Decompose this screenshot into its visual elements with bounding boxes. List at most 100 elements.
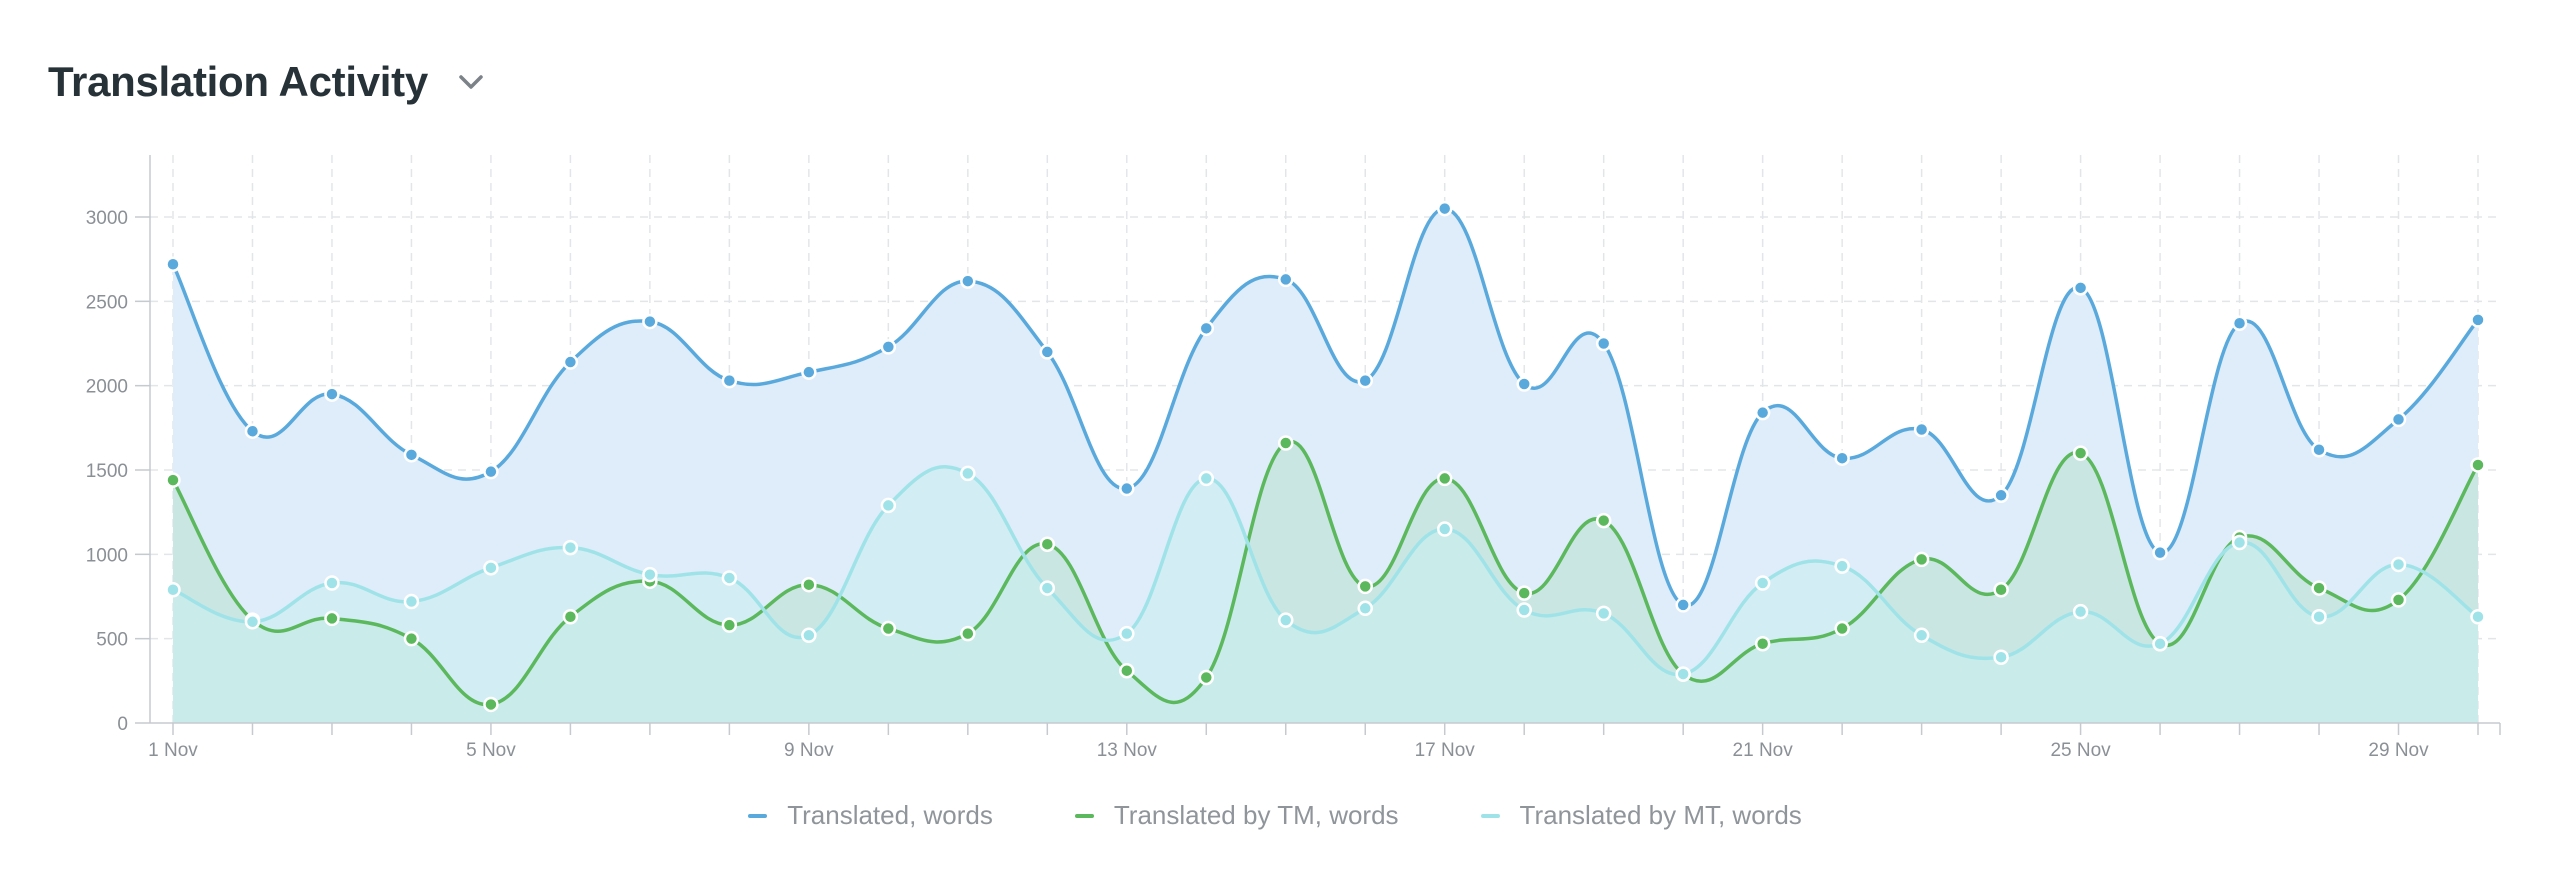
series-3-point[interactable] [960, 465, 976, 482]
series-3-point[interactable] [165, 582, 181, 598]
series-1-point[interactable] [801, 364, 817, 380]
chevron-down-icon[interactable] [456, 72, 486, 92]
series-3-point[interactable] [2470, 608, 2486, 625]
series-1-point[interactable] [244, 423, 261, 439]
series-2-point[interactable] [483, 696, 499, 713]
series-2-point[interactable] [2072, 445, 2089, 461]
series-1-point[interactable] [642, 313, 658, 330]
series-1-point[interactable] [165, 256, 181, 272]
x-tick-label: 9 Nov [784, 740, 834, 761]
series-1-point[interactable] [2470, 312, 2486, 328]
series-3-point[interactable] [1993, 649, 2009, 665]
series-3-point[interactable] [2152, 635, 2168, 652]
series-1-point[interactable] [1595, 335, 1612, 352]
series-1-point[interactable] [1357, 372, 1373, 389]
series-2-point[interactable] [1595, 512, 1612, 529]
series-3-point[interactable] [244, 614, 261, 630]
series-3-point[interactable] [801, 627, 817, 644]
series-1-point[interactable] [2152, 544, 2168, 561]
series-3-point[interactable] [880, 497, 897, 514]
series-1-point[interactable] [1754, 404, 1771, 421]
series-1-point[interactable] [562, 354, 579, 370]
series-3-point[interactable] [1119, 625, 1135, 642]
series-2-point[interactable] [562, 608, 579, 625]
series-2-point[interactable] [1754, 635, 1771, 652]
series-3-point[interactable] [1198, 470, 1215, 487]
y-tick-label: 1000 [86, 545, 128, 566]
series-2-point[interactable] [403, 630, 420, 647]
series-2-point[interactable] [2470, 457, 2486, 473]
series-2-point[interactable] [721, 617, 738, 633]
series-1-point[interactable] [2072, 280, 2089, 296]
series-2-point[interactable] [880, 620, 897, 637]
series-1-point[interactable] [324, 386, 340, 402]
series-2-point[interactable] [1039, 536, 1056, 552]
series-1-point[interactable] [960, 273, 976, 289]
legend-item-3[interactable]: Translated by MT, words [1480, 800, 1802, 831]
series-3-point[interactable] [1834, 558, 1850, 574]
series-1-point[interactable] [1913, 421, 1930, 438]
series-3-point[interactable] [403, 593, 420, 610]
series-3-point[interactable] [721, 570, 738, 586]
series-3-point[interactable] [2390, 556, 2407, 573]
series-1-point[interactable] [483, 463, 499, 480]
series-1-point[interactable] [2231, 315, 2248, 332]
series-3-point[interactable] [562, 539, 579, 556]
series-1-point[interactable] [1278, 271, 1294, 288]
y-tick-label: 3000 [86, 208, 128, 229]
legend-label: Translated by MT, words [1519, 800, 1802, 830]
series-2-point[interactable] [1436, 470, 1453, 487]
series-3-point[interactable] [2072, 603, 2089, 620]
series-3-point[interactable] [2311, 608, 2327, 625]
series-1-point[interactable] [2390, 411, 2407, 428]
series-1-point[interactable] [403, 447, 420, 463]
series-3-point[interactable] [1278, 612, 1294, 628]
series-1-point[interactable] [1993, 487, 2009, 504]
series-3-point[interactable] [2231, 534, 2248, 551]
series-3-point[interactable] [324, 575, 340, 591]
series-1-point[interactable] [1834, 450, 1850, 466]
series-1-point[interactable] [2311, 442, 2327, 458]
series-3-point[interactable] [1357, 600, 1373, 617]
series-1-point[interactable] [1516, 376, 1532, 392]
series-3-point[interactable] [483, 560, 499, 576]
legend-item-1[interactable]: Translated, words [748, 800, 993, 831]
series-2-point[interactable] [1993, 582, 2009, 598]
series-2-point[interactable] [1357, 578, 1373, 595]
legend-swatch [1074, 813, 1094, 818]
series-1-point[interactable] [1675, 597, 1691, 613]
series-3-point[interactable] [642, 566, 658, 583]
series-3-point[interactable] [1675, 666, 1691, 682]
series-3-point[interactable] [1754, 575, 1771, 591]
area-chart: 0 500 1000 1500 2000 2500 3000 1 Nov 5 Nov 9 Nov 1… [86, 155, 2501, 761]
series-3-point[interactable] [1039, 580, 1056, 596]
series-3-point[interactable] [1436, 521, 1453, 537]
x-tick-label: 17 Nov [1415, 740, 1476, 761]
series-2-point[interactable] [1278, 435, 1294, 451]
series-1-point[interactable] [880, 339, 897, 355]
series-1-point[interactable] [1039, 344, 1056, 360]
series-1-point[interactable] [721, 372, 738, 389]
legend-item-2[interactable]: Translated by TM, words [1074, 800, 1399, 831]
series-3-point[interactable] [1595, 605, 1612, 622]
series-2-point[interactable] [324, 610, 340, 627]
series-2-point[interactable] [165, 472, 181, 488]
series-2-point[interactable] [2390, 592, 2407, 608]
series-2-point[interactable] [801, 576, 817, 593]
y-tick-label: 500 [96, 630, 128, 651]
series-2-point[interactable] [1834, 620, 1850, 637]
series-3-point[interactable] [1516, 602, 1532, 618]
series-1-point[interactable] [1198, 320, 1215, 337]
series-1-point[interactable] [1436, 200, 1453, 217]
series-2-point[interactable] [960, 625, 976, 642]
series-area-3 [173, 466, 2478, 723]
legend-swatch [1480, 813, 1500, 818]
series-1-point[interactable] [1119, 480, 1135, 497]
series-2-point[interactable] [1119, 662, 1135, 679]
series-2-point[interactable] [2311, 580, 2327, 596]
series-2-point[interactable] [1913, 551, 1930, 568]
series-3-point[interactable] [1913, 627, 1930, 644]
series-2-point[interactable] [1198, 669, 1215, 686]
legend-swatch [748, 813, 768, 818]
series-2-point[interactable] [1516, 585, 1532, 601]
